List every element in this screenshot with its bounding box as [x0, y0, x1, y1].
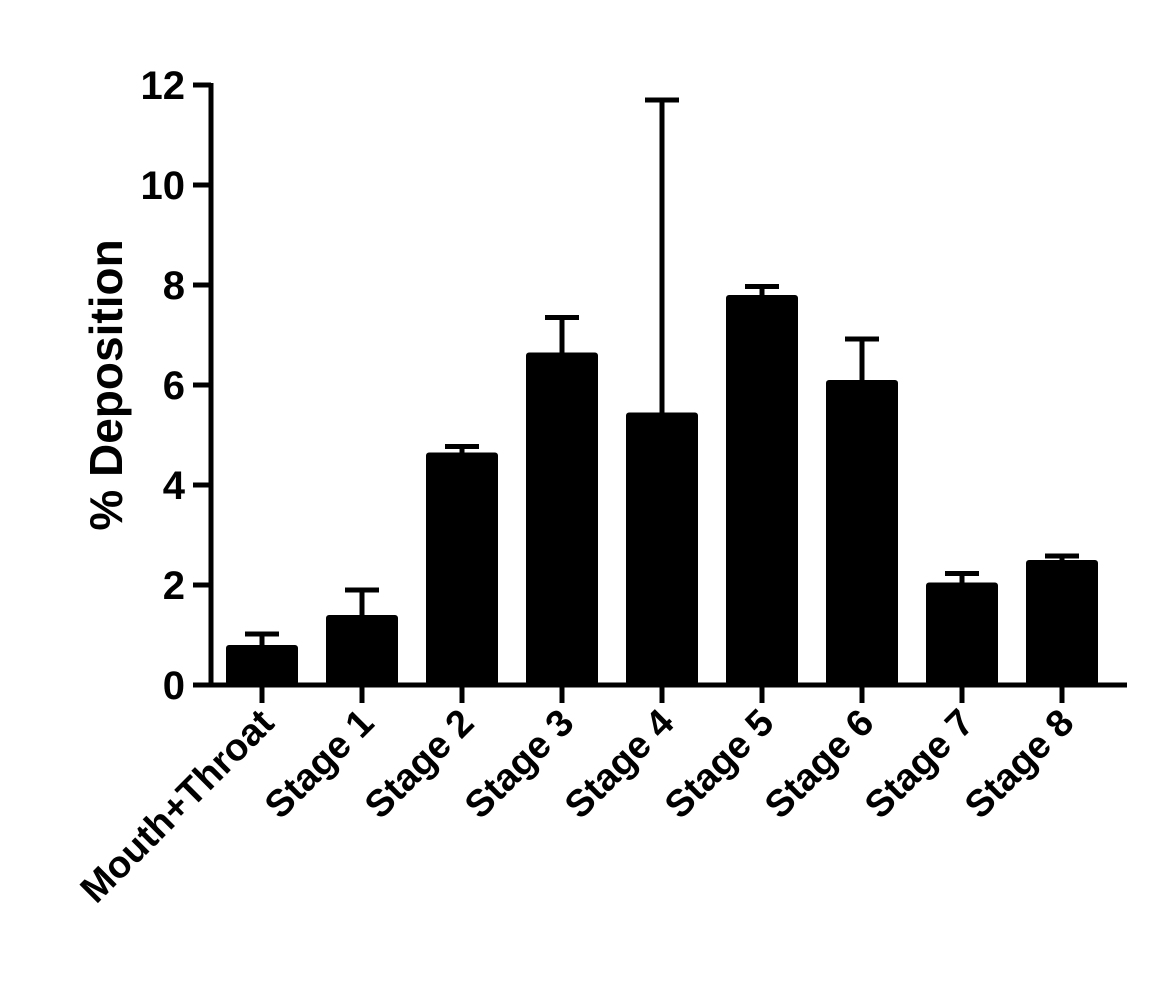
bar [526, 352, 598, 685]
error-bars-layer [245, 97, 1079, 645]
x-category-label: Stage 6 [757, 702, 882, 827]
y-tick-label: 8 [163, 264, 185, 308]
y-axis-label: % Deposition [80, 239, 132, 530]
x-category-label: Mouth+Throat [73, 701, 283, 911]
bar [426, 452, 498, 685]
x-category-label: Stage 5 [657, 702, 782, 827]
y-tick-label: 4 [163, 464, 186, 508]
x-category-label: Stage 2 [357, 702, 482, 827]
bar [626, 412, 698, 685]
y-tick-label: 12 [141, 64, 186, 108]
bar [826, 380, 898, 685]
bar [726, 295, 798, 685]
y-ticks-layer: 0 2 4 6 8 10 12 [141, 64, 211, 708]
bars-layer [226, 295, 1098, 685]
x-category-label: Stage 1 [257, 702, 382, 827]
x-category-label: Stage 7 [857, 702, 982, 827]
x-category-label: Stage 4 [557, 702, 682, 827]
x-category-label: Stage 8 [957, 702, 1082, 827]
y-tick-label: 0 [163, 664, 185, 708]
y-tick-label: 10 [141, 164, 186, 208]
bar [326, 615, 398, 685]
bar [226, 645, 298, 685]
y-tick-label: 6 [163, 364, 185, 408]
y-tick-label: 2 [163, 564, 185, 608]
bar [1026, 560, 1098, 685]
bar [926, 582, 998, 685]
x-category-label: Stage 3 [457, 702, 582, 827]
